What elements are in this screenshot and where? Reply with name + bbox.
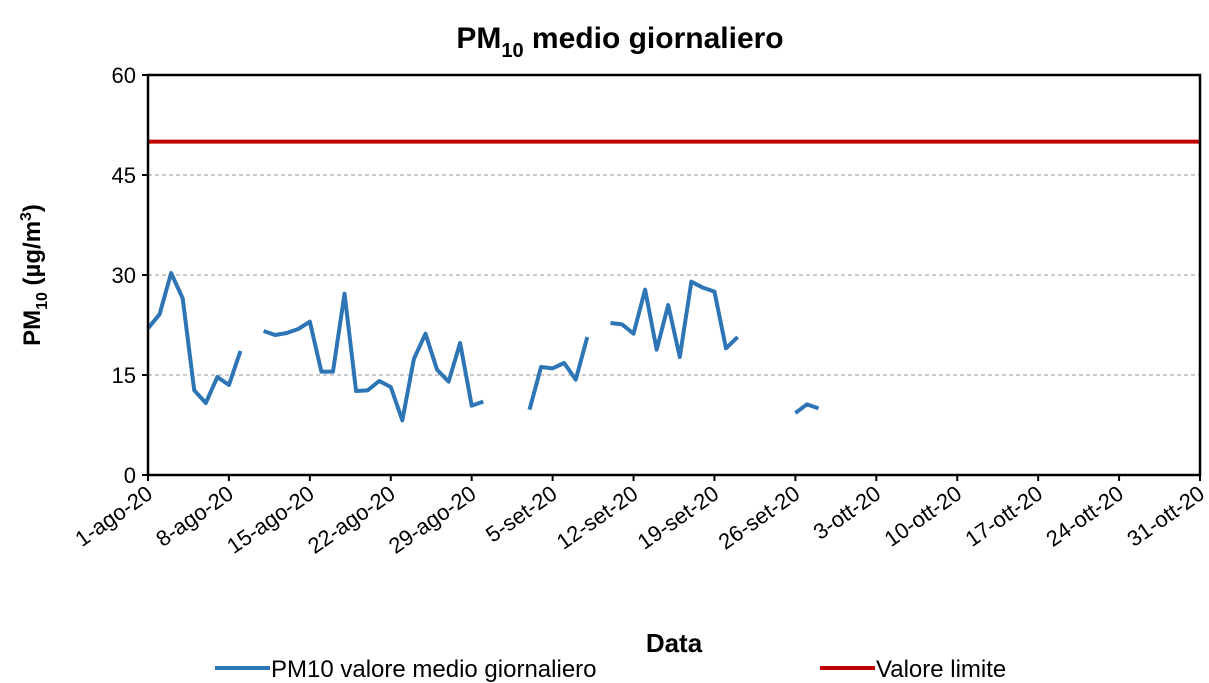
- x-tick-label: 31-ott-20: [1122, 481, 1208, 552]
- ylabel-sup: 3: [18, 212, 35, 221]
- legend-label: PM10 valore medio giornaliero: [271, 656, 597, 683]
- x-tick-label: 24-ott-20: [1041, 481, 1127, 552]
- y-tick-label: 15: [112, 363, 136, 388]
- y-tick-label: 30: [112, 263, 136, 288]
- x-tick-label: 5-set-20: [481, 481, 561, 548]
- y-tick-label: 45: [112, 163, 136, 188]
- title-sub: 10: [501, 40, 523, 62]
- x-tick-label: 3-ott-20: [809, 481, 885, 545]
- ylabel-text: PM: [19, 310, 46, 346]
- plot-frame: [146, 73, 1202, 477]
- x-tick-label: 10-ott-20: [880, 481, 966, 552]
- ylabel-text: (µg/m: [19, 221, 46, 292]
- title-text: PM: [456, 22, 501, 55]
- data-line: [146, 271, 820, 423]
- x-tick-label: 17-ott-20: [961, 481, 1047, 552]
- y-axis-label: PM10 (µg/m3): [18, 204, 51, 346]
- chart-title: PM10 medio giornaliero: [456, 22, 783, 62]
- y-tick-label: 60: [112, 63, 136, 88]
- x-tick-label: 1-ago-20: [70, 481, 156, 552]
- ylabel-text: ): [19, 204, 46, 212]
- x-tick-label: 22-ago-20: [303, 481, 400, 559]
- x-tick-label: 15-ago-20: [222, 481, 319, 559]
- x-tick-label: 19-set-20: [633, 481, 723, 555]
- x-axis-label: Data: [646, 628, 703, 658]
- y-tick-label: 0: [124, 463, 136, 488]
- x-tick-label: 29-ago-20: [384, 481, 481, 559]
- title-text: medio giornaliero: [524, 22, 784, 55]
- x-tick-label: 12-set-20: [552, 481, 642, 555]
- ylabel-sub: 10: [34, 292, 51, 310]
- x-tick-label: 26-set-20: [714, 481, 804, 555]
- legend-label: Valore limite: [876, 656, 1006, 683]
